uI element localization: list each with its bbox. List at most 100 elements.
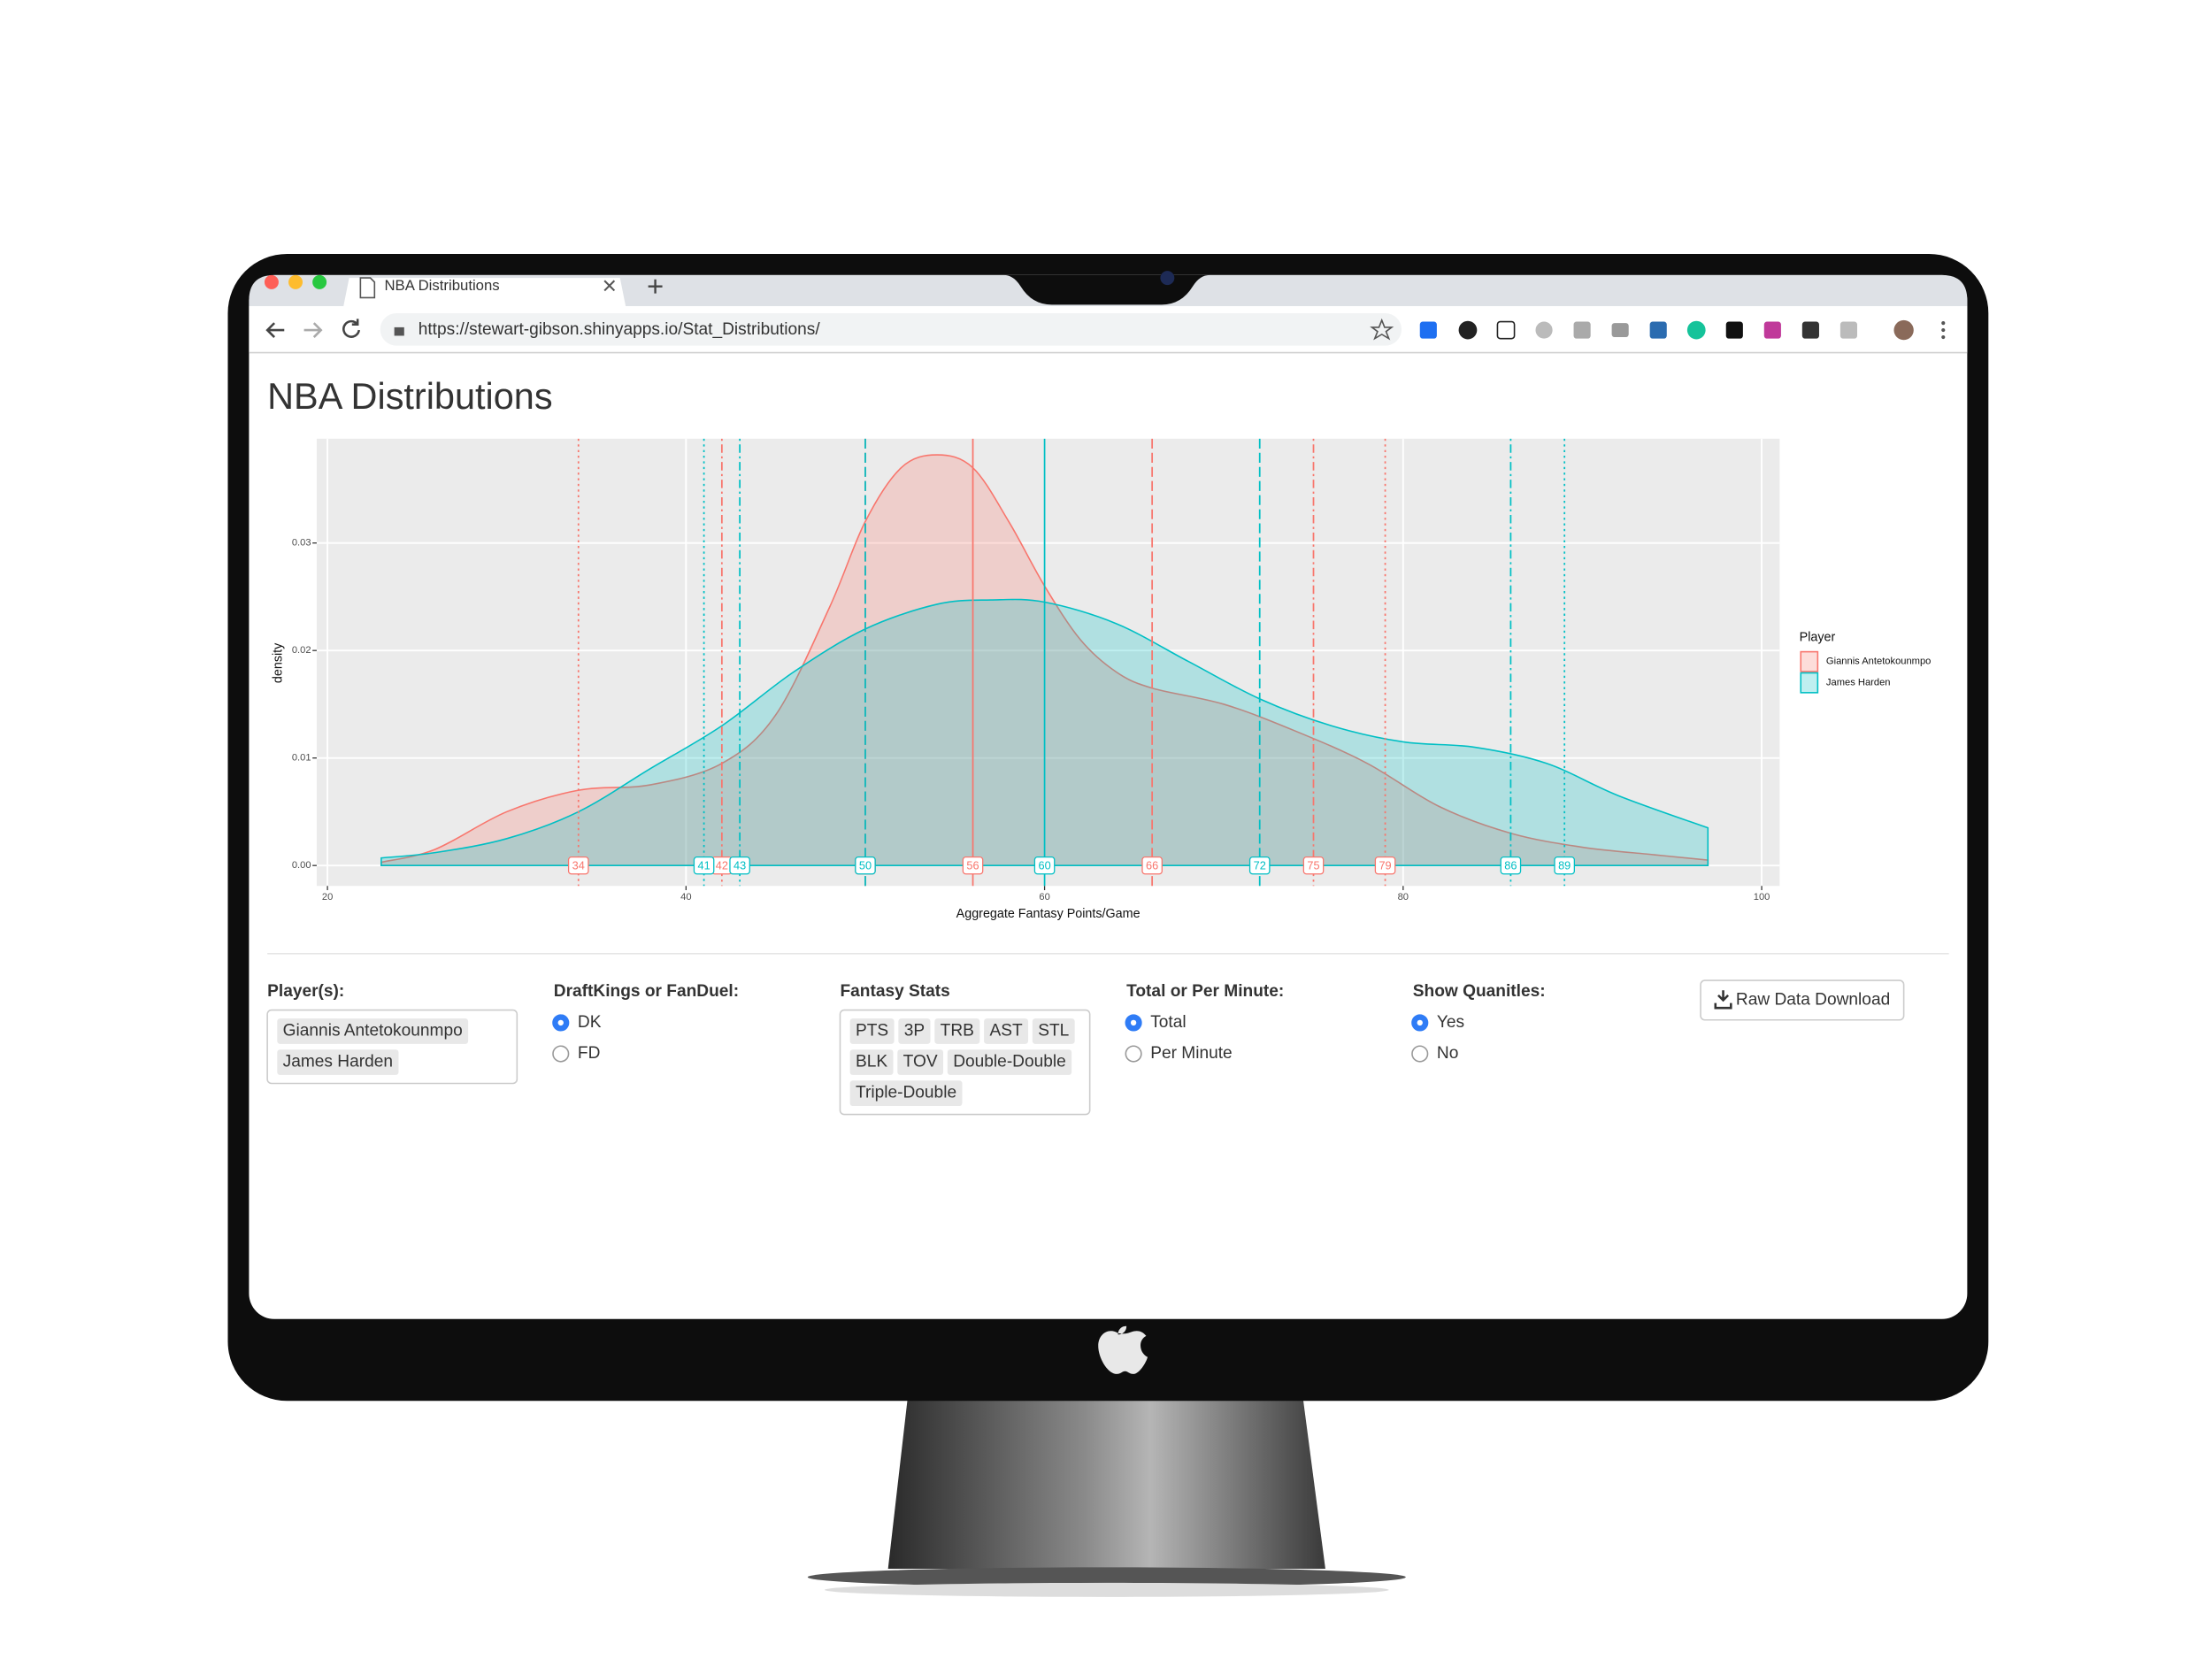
radio-button[interactable] (552, 1045, 570, 1063)
x-axis-title: Aggregate Fantasy Points/Game (956, 907, 1141, 921)
selected-chip-text: BLK (856, 1053, 887, 1071)
quantile-label: 41 (698, 858, 710, 872)
extension-icon[interactable] (1496, 320, 1516, 340)
download-button-label[interactable]: Raw Data Download (1736, 990, 1890, 1009)
window-close[interactable] (264, 274, 279, 289)
bookmark-star[interactable] (1370, 318, 1394, 341)
selected-chip[interactable] (1032, 1018, 1075, 1044)
radio-button[interactable] (1125, 1045, 1142, 1063)
camera (1160, 271, 1175, 286)
quantile-label-box (1248, 856, 1271, 875)
profile-avatar[interactable] (1893, 319, 1914, 341)
radio-label[interactable]: Total (1150, 1013, 1186, 1032)
selected-chip[interactable] (849, 1018, 895, 1044)
extension-icon[interactable] (1419, 321, 1437, 339)
quantile-label-box (693, 856, 715, 875)
selected-chip[interactable] (984, 1018, 1029, 1044)
quantile-label-box (1302, 856, 1325, 875)
forward-button[interactable] (303, 322, 323, 338)
extension-icon[interactable] (1686, 320, 1706, 340)
quantile-label: 75 (1307, 858, 1319, 872)
selected-chip-text: Triple-Double (856, 1084, 956, 1102)
radio-label[interactable]: Yes (1437, 1013, 1464, 1032)
quantile-label: 79 (1379, 858, 1391, 872)
y-tick-label: 0.00 (292, 860, 311, 871)
window-zoom[interactable] (312, 274, 327, 289)
reload-button[interactable] (342, 319, 361, 338)
extension-icon[interactable] (1801, 321, 1819, 339)
selected-chip-text: James Harden (283, 1053, 393, 1071)
quantile-label-box (855, 856, 876, 875)
selected-chip[interactable] (897, 1049, 944, 1075)
quantile-label-box (1500, 856, 1522, 875)
radio-dot (557, 1019, 564, 1026)
download-button[interactable] (1700, 979, 1905, 1021)
omnibox[interactable] (380, 312, 1402, 346)
radio-label[interactable]: Per Minute (1150, 1044, 1232, 1063)
selected-chip-text: 3P (904, 1022, 925, 1041)
x-tick-label: 20 (322, 892, 333, 902)
quantile-label: 43 (733, 858, 746, 872)
selected-chip[interactable] (898, 1018, 931, 1044)
active-tab[interactable] (343, 278, 626, 306)
monitor-stand (887, 1396, 1325, 1569)
x-tick-label: 100 (1754, 892, 1770, 902)
radio-dot (1417, 1019, 1423, 1026)
extension-icon[interactable] (1763, 321, 1781, 339)
selected-chip[interactable] (849, 1049, 894, 1075)
window-minimize[interactable] (288, 274, 303, 289)
legend-label[interactable]: Giannis Antetokounmpo (1826, 657, 1931, 667)
back-button[interactable] (265, 322, 285, 338)
url[interactable]: https://stewart-gibson.shinyapps.io/Stat… (419, 320, 821, 339)
tab-title: NBA Distributions (384, 277, 499, 294)
menu-button[interactable] (1941, 321, 1946, 340)
apple-logo (1098, 1325, 1148, 1374)
extension-icon[interactable] (1573, 321, 1591, 339)
legend-key (1800, 650, 1819, 672)
control-label: DraftKings or FanDuel: (554, 982, 739, 1001)
legend-label[interactable]: James Harden (1826, 678, 1891, 688)
quantile-label-box (1141, 856, 1163, 875)
monitor-base (807, 1567, 1406, 1587)
quantile-label: 86 (1504, 858, 1517, 872)
extension-icon[interactable] (1611, 323, 1629, 338)
x-tick-label: 60 (1039, 892, 1049, 902)
quantile-label: 60 (1038, 858, 1050, 872)
tab-close[interactable] (603, 280, 616, 292)
quantile-label: 66 (1146, 858, 1158, 872)
quantile-label: 89 (1558, 858, 1571, 872)
extension-icon[interactable] (1649, 321, 1667, 339)
selected-chip[interactable] (934, 1018, 980, 1044)
tab-favicon (359, 277, 376, 299)
selected-chip[interactable] (849, 1080, 963, 1106)
new-tab[interactable] (648, 279, 663, 294)
radio-button[interactable] (1411, 1045, 1429, 1063)
radio-label[interactable]: FD (578, 1044, 600, 1063)
control-label: Player(s): (267, 982, 344, 1001)
extension-icon[interactable] (1725, 321, 1743, 339)
radio-label[interactable]: No (1437, 1044, 1458, 1063)
y-axis-title: density (272, 642, 286, 683)
y-tick-label: 0.03 (292, 538, 311, 549)
extension-icon[interactable] (1458, 320, 1478, 340)
quantile-label-box (1033, 856, 1056, 875)
camera-notch (1003, 274, 1210, 305)
legend-key (1800, 672, 1819, 694)
quantile-label-box (567, 856, 589, 875)
quantile-label: 72 (1254, 858, 1266, 872)
selected-chip[interactable] (277, 1018, 469, 1044)
selected-chip[interactable] (947, 1049, 1072, 1075)
selected-chip[interactable] (277, 1049, 399, 1075)
extension-icon[interactable] (1535, 321, 1553, 339)
extension-icon[interactable] (1839, 321, 1858, 339)
quantile-label-box (1374, 856, 1396, 875)
y-tick-label: 0.01 (292, 753, 311, 764)
control-label: Fantasy Stats (840, 982, 949, 1001)
x-tick-label: 80 (1398, 892, 1409, 902)
radio-label[interactable]: DK (578, 1013, 602, 1032)
controls: Player(s): Giannis Antetokounmpo James Har… (266, 979, 1905, 1116)
radio-dot (1130, 1019, 1137, 1026)
quantile-label: 50 (859, 858, 872, 872)
